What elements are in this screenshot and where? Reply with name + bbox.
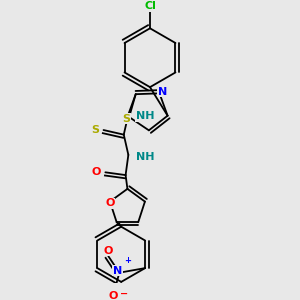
Text: S: S [91,125,99,135]
Text: −: − [120,289,128,299]
Text: Cl: Cl [144,1,156,11]
Text: N: N [113,266,122,276]
Text: O: O [92,167,101,177]
Text: NH: NH [136,152,154,162]
Text: O: O [105,198,115,208]
Text: O: O [103,246,113,256]
Text: O: O [108,291,118,300]
Text: S: S [122,114,130,124]
Text: NH: NH [136,111,154,121]
Text: +: + [124,256,131,265]
Text: N: N [158,86,167,97]
